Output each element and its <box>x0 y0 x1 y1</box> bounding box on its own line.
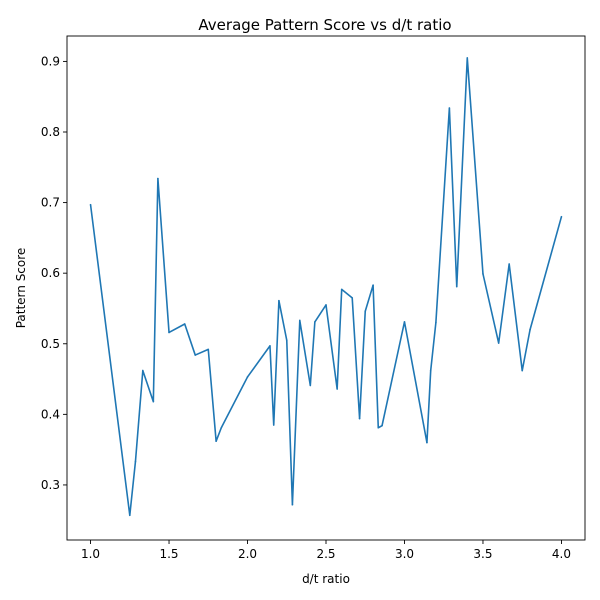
x-tick-label: 1.5 <box>159 547 178 561</box>
data-point <box>314 321 316 323</box>
data-point <box>298 319 301 322</box>
data-point <box>152 400 155 403</box>
y-tick-label: 0.5 <box>41 337 60 351</box>
x-tick-label: 3.5 <box>473 547 492 561</box>
x-tick-label: 2.0 <box>238 547 257 561</box>
data-point <box>426 441 428 444</box>
data-point <box>358 417 361 420</box>
data-point <box>560 215 563 218</box>
data-point <box>278 299 280 302</box>
data-point <box>272 424 275 426</box>
data-point <box>142 369 144 372</box>
y-axis-label: Pattern Score <box>14 248 28 329</box>
data-point <box>521 369 524 372</box>
data-point <box>194 354 197 356</box>
data-point <box>128 514 131 517</box>
data-point <box>207 348 210 351</box>
data-point <box>336 388 338 390</box>
plot-frame <box>66 35 586 541</box>
y-tick-label: 0.6 <box>41 266 60 280</box>
data-point <box>466 57 469 59</box>
y-tick-label: 0.4 <box>41 407 60 421</box>
y-axis: 0.3 0.4 0.5 0.6 0.7 0.8 0.9 <box>41 54 67 492</box>
data-point <box>377 426 380 429</box>
x-tick-label: 2.5 <box>316 547 335 561</box>
series-line <box>89 57 563 517</box>
data-point <box>285 339 288 342</box>
x-axis: 1.0 1.5 2.0 2.5 3.0 3.5 4.0 <box>81 540 571 561</box>
data-point <box>508 263 510 265</box>
data-point <box>455 285 458 288</box>
data-point <box>482 273 484 275</box>
y-tick-label: 0.8 <box>41 125 60 139</box>
data-point <box>89 203 92 206</box>
data-point <box>168 331 170 334</box>
data-point <box>429 369 432 372</box>
x-tick-label: 1.0 <box>81 547 100 561</box>
data-point <box>183 323 186 325</box>
data-point <box>364 310 367 313</box>
data-point <box>529 328 531 331</box>
y-tick-label: 0.7 <box>41 196 60 210</box>
data-point <box>269 345 271 347</box>
data-point <box>325 304 327 306</box>
x-tick-label: 4.0 <box>552 547 571 561</box>
chart-title: Average Pattern Score vs d/t ratio <box>198 16 451 34</box>
data-point <box>435 321 437 324</box>
data-point <box>381 424 383 427</box>
data-point <box>291 503 294 506</box>
y-tick-label: 0.3 <box>41 478 60 492</box>
data-point <box>309 384 312 387</box>
y-tick-label: 0.9 <box>41 54 60 68</box>
x-tick-label: 3.0 <box>395 547 414 561</box>
data-point <box>372 284 374 286</box>
data-point <box>448 107 451 109</box>
x-axis-label: d/t ratio <box>302 572 350 586</box>
data-point <box>246 376 249 378</box>
data-point <box>220 426 223 429</box>
data-point <box>351 297 354 299</box>
data-point <box>403 321 406 323</box>
data-point <box>134 460 137 463</box>
data-point <box>497 342 500 344</box>
data-point <box>157 177 159 180</box>
data-point <box>215 440 217 442</box>
data-point <box>340 288 343 291</box>
plot-area <box>89 57 563 517</box>
